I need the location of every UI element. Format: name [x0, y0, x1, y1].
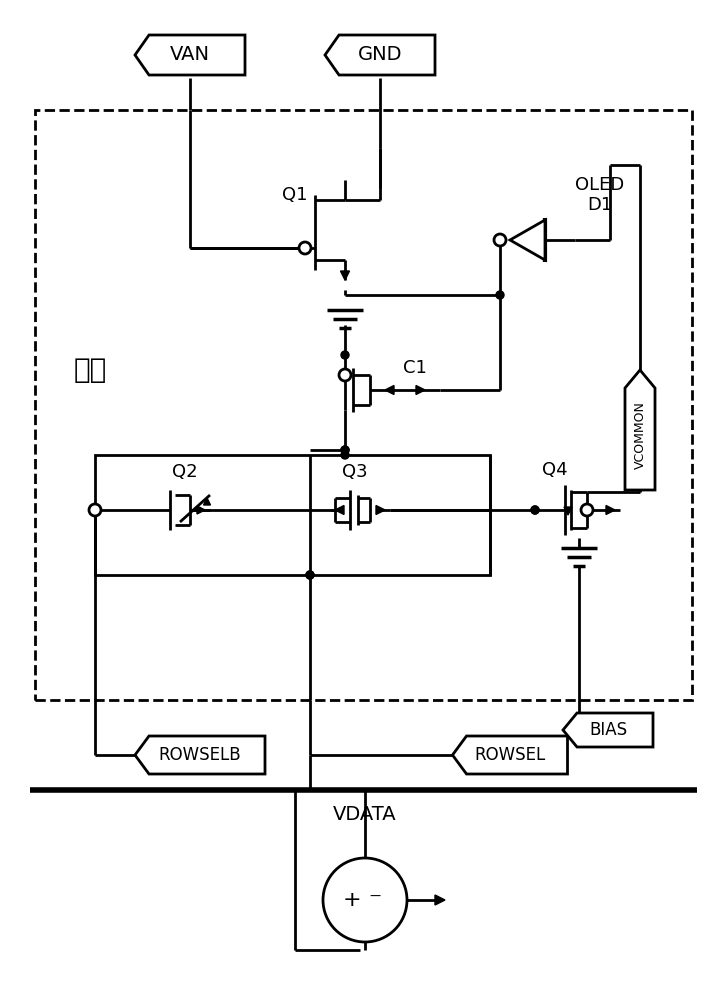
- Circle shape: [496, 291, 504, 299]
- Text: Q3: Q3: [342, 463, 368, 481]
- Circle shape: [306, 571, 314, 579]
- Circle shape: [494, 234, 506, 246]
- Polygon shape: [563, 713, 653, 747]
- Circle shape: [323, 858, 407, 942]
- Text: Q1: Q1: [282, 186, 308, 204]
- Polygon shape: [135, 736, 265, 774]
- Polygon shape: [510, 220, 545, 260]
- Circle shape: [339, 369, 351, 381]
- Polygon shape: [435, 895, 445, 905]
- Circle shape: [531, 506, 539, 514]
- Circle shape: [341, 351, 349, 359]
- Bar: [35, 110, 692, 700]
- Polygon shape: [625, 370, 655, 490]
- Polygon shape: [204, 498, 211, 505]
- Circle shape: [299, 242, 311, 254]
- Polygon shape: [385, 385, 394, 394]
- Text: Q2: Q2: [172, 463, 198, 481]
- Text: C1: C1: [403, 359, 427, 377]
- Polygon shape: [325, 35, 435, 75]
- Text: 像素: 像素: [73, 356, 107, 384]
- Bar: [95, 455, 490, 575]
- Text: VCOMMON: VCOMMON: [633, 401, 646, 469]
- Polygon shape: [197, 506, 205, 514]
- Text: ROWSEL: ROWSEL: [475, 746, 546, 764]
- Polygon shape: [135, 35, 245, 75]
- Text: D1: D1: [587, 196, 613, 214]
- Circle shape: [89, 504, 101, 516]
- Polygon shape: [416, 385, 425, 394]
- Circle shape: [531, 506, 539, 514]
- Circle shape: [341, 446, 349, 454]
- Text: +: +: [342, 890, 361, 910]
- Circle shape: [341, 446, 349, 454]
- Text: ROWSELB: ROWSELB: [158, 746, 241, 764]
- Text: ⁻: ⁻: [369, 890, 382, 914]
- Text: VAN: VAN: [170, 45, 210, 64]
- Text: VDATA: VDATA: [333, 806, 397, 824]
- Circle shape: [581, 504, 593, 516]
- Polygon shape: [340, 271, 350, 280]
- Text: BIAS: BIAS: [589, 721, 627, 739]
- Text: GND: GND: [358, 45, 402, 64]
- Polygon shape: [376, 506, 385, 514]
- Circle shape: [341, 451, 349, 459]
- Circle shape: [306, 571, 314, 579]
- Polygon shape: [606, 506, 615, 514]
- Polygon shape: [452, 736, 568, 774]
- Text: OLED: OLED: [575, 176, 624, 194]
- Polygon shape: [335, 506, 344, 514]
- Polygon shape: [564, 507, 572, 515]
- Text: Q4: Q4: [542, 461, 568, 479]
